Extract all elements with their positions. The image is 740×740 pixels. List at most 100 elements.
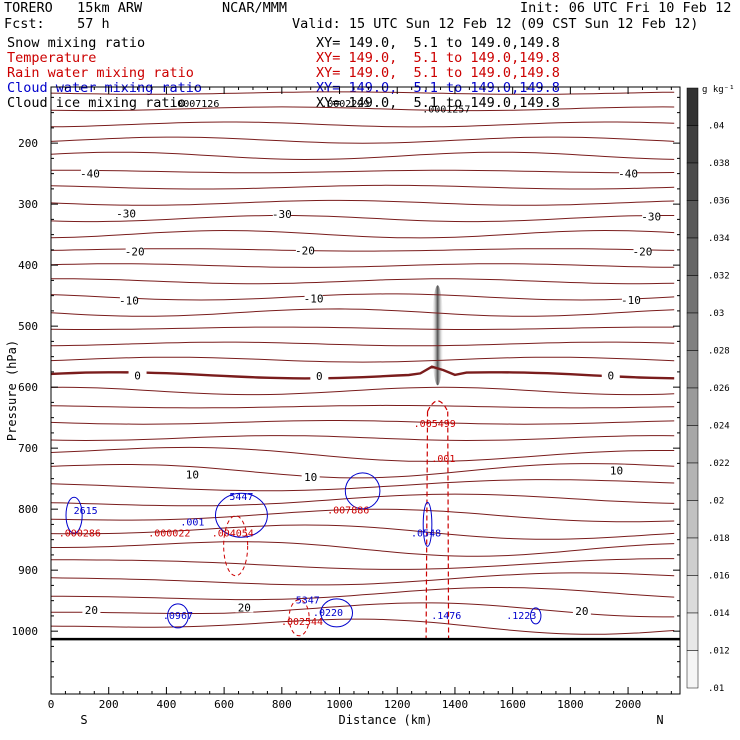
- temperature-label: -10: [119, 295, 139, 308]
- colorbar-swatch: [686, 275, 699, 314]
- temperature-label-bg: [125, 245, 144, 257]
- temperature-contour: [50, 446, 675, 462]
- temperature-label-bg: [295, 244, 314, 256]
- temperature-contour: [50, 618, 675, 635]
- colorbar-tick-label: .026: [708, 384, 730, 394]
- rain-maximum-label: .000022: [148, 529, 190, 540]
- temperature-label-bg: [183, 468, 202, 480]
- snow-maximum-label: .0007126: [171, 99, 219, 110]
- temperature-contour: [50, 463, 675, 479]
- temperature-label-bg: [80, 167, 99, 179]
- rain-maximum-label: .004054: [212, 529, 254, 540]
- temperature-label-bg: [272, 207, 291, 219]
- temperature-label: -10: [621, 294, 641, 307]
- colorbar-tick-label: .022: [708, 459, 730, 469]
- temperature-contour: [50, 229, 675, 239]
- temperature-label: -30: [116, 207, 136, 220]
- colorbar-tick-label: .024: [708, 422, 730, 432]
- cloud-water-contour: [320, 598, 354, 628]
- y-tick-label: 700: [18, 442, 38, 455]
- rain-maximum-label: .000286: [59, 529, 101, 540]
- temperature-label-bg: [633, 245, 652, 257]
- x-tick-label: 200: [99, 698, 119, 711]
- temperature-contour: [50, 215, 675, 223]
- temperature-label-bg: [642, 210, 661, 222]
- colorbar-swatch: [686, 387, 699, 426]
- colorbar-tick-label: .02: [708, 497, 724, 507]
- temperature-label-bg: [128, 369, 147, 381]
- rain-contour-cell: [223, 515, 249, 577]
- x-tick-label: 1600: [499, 698, 526, 711]
- cloud-water-maximum-label: .1476: [431, 611, 461, 622]
- temperature-label-bg: [235, 601, 254, 613]
- temperature-label-bg: [621, 293, 640, 305]
- cloud-water-maximum-label: .0548: [411, 529, 441, 540]
- temperature-contour: [50, 248, 675, 252]
- temperature-contour: [50, 365, 675, 380]
- temperature-contour: [50, 121, 675, 128]
- colorbar-swatch: [686, 162, 699, 201]
- temperature-contour: [51, 587, 675, 601]
- temperature-label: 0: [316, 370, 323, 383]
- y-tick-label: 600: [18, 381, 38, 394]
- temperature-label-bg: [304, 292, 323, 304]
- cloud-water-contour: [65, 496, 83, 534]
- colorbar-tick-label: .012: [708, 647, 730, 657]
- colorbar-swatch: [686, 462, 699, 501]
- x-tick-label: 0: [48, 698, 55, 711]
- plot-frame: [50, 86, 681, 695]
- x-tick-label: 1200: [384, 698, 411, 711]
- legend-cloud-water: Cloud water mixing ratio: [7, 80, 203, 96]
- temperature-label-bg: [607, 464, 626, 476]
- temperature-contour: [50, 493, 675, 507]
- legend-temperature: Temperature: [7, 50, 97, 66]
- colorbar-swatch: [686, 650, 699, 689]
- colorbar-swatch: [686, 87, 699, 126]
- cloud-water-maximum-label: 5447: [229, 492, 253, 503]
- temperature-label: -20: [295, 244, 315, 257]
- colorbar-tick-label: .03: [708, 309, 724, 319]
- temperature-label: 10: [304, 471, 317, 484]
- temperature-contour: [50, 151, 675, 161]
- cloud-water-contour: [422, 501, 433, 547]
- y-tick-label: 400: [18, 259, 38, 272]
- temperature-label-bg: [82, 603, 101, 615]
- temperature-contour: [50, 326, 675, 330]
- y-tick-label: 1000: [12, 625, 39, 638]
- y-tick-label: 300: [18, 198, 38, 211]
- temperature-label: -20: [633, 246, 653, 259]
- init-time: Init: 06 UTC Fri 10 Feb 12: [520, 0, 732, 16]
- y-tick-label: 200: [18, 137, 38, 150]
- temperature-contour: [51, 558, 675, 570]
- y-tick-label: 800: [18, 503, 38, 516]
- colorbar-tick-label: .04: [708, 122, 724, 132]
- rain-contour-column: [425, 400, 450, 640]
- temperature-contour: [50, 184, 675, 190]
- legend-rain: Rain water mixing ratio: [7, 65, 194, 81]
- colorbar-swatch: [686, 312, 699, 351]
- temperature-label: 10: [610, 465, 623, 478]
- temperature-label: 20: [238, 601, 251, 614]
- temperature-label: -10: [304, 293, 324, 306]
- colorbar-tick-label: .01: [708, 684, 724, 694]
- temperature-contour: [50, 106, 675, 112]
- cloud-water-contour: [530, 607, 542, 625]
- temperature-contour: [50, 308, 675, 317]
- y-tick-label: 500: [18, 320, 38, 333]
- temperature-label-bg: [310, 370, 329, 382]
- x-tick-label: 800: [272, 698, 292, 711]
- north-label: N: [656, 713, 663, 727]
- rain-maximum-label: .002544: [281, 617, 323, 628]
- temperature-label-bg: [601, 369, 620, 381]
- org-title: NCAR/MMM: [222, 0, 288, 16]
- temperature-label: -40: [618, 168, 638, 181]
- cloud-water-maximum-label: .1223: [506, 611, 536, 622]
- colorbar-tick-label: .032: [708, 272, 730, 282]
- colorbar-swatch: [686, 500, 699, 539]
- temperature-contour: [50, 386, 675, 396]
- cloud-water-maximum-label: .0220: [313, 608, 343, 619]
- xy-snow: XY= 149.0, 5.1 to 149.0,149.8: [316, 35, 560, 51]
- temperature-label: 10: [186, 468, 199, 481]
- colorbar-swatch: [686, 612, 699, 651]
- x-tick-label: 1800: [557, 698, 584, 711]
